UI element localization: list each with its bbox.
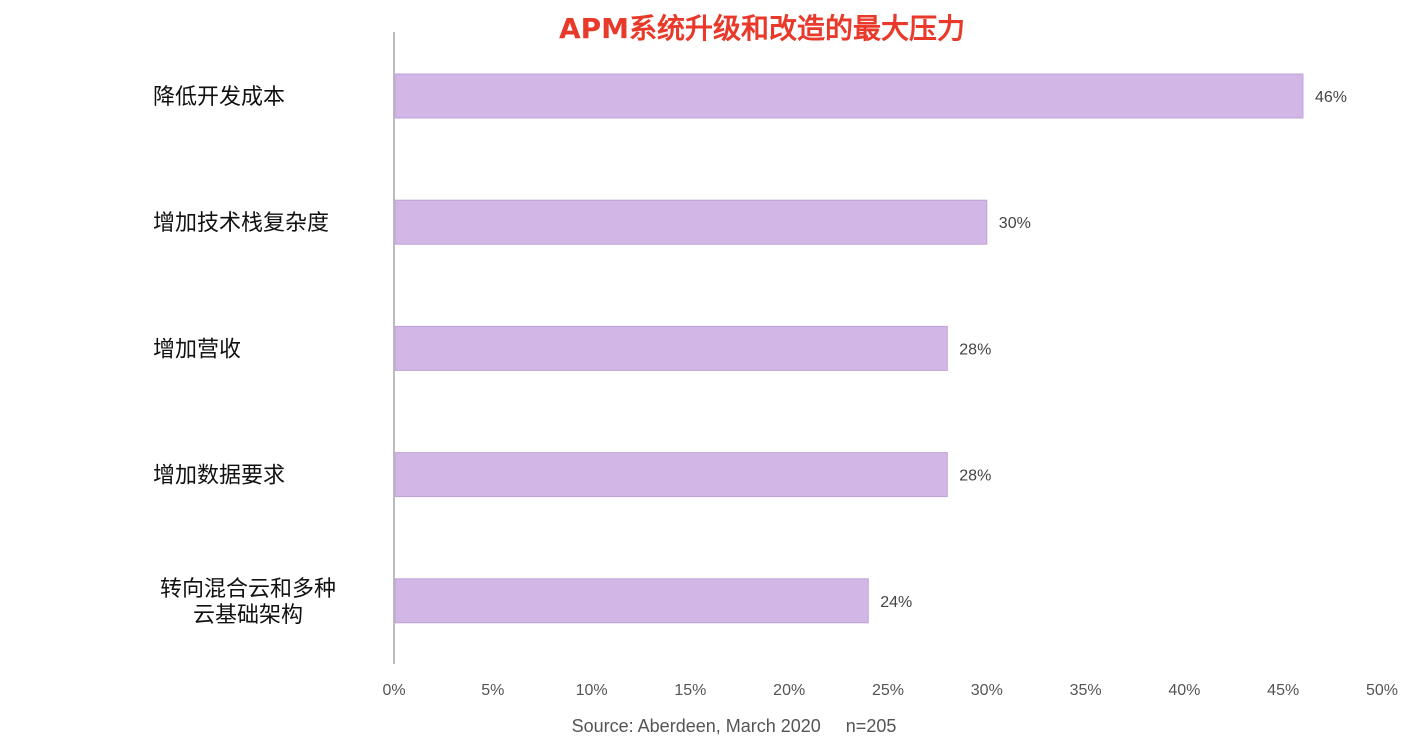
- bars-group: [394, 73, 1304, 624]
- x-tick-label-5: 25%: [872, 682, 904, 699]
- data-label-2: 28%: [959, 341, 991, 358]
- category-label-3: 增加数据要求: [153, 464, 285, 489]
- x-tick-label-0: 0%: [382, 682, 405, 699]
- chart-title: APM系统升级和改造的最大压力: [559, 12, 965, 45]
- category-label-4-line-0: 转向混合云和多种: [160, 577, 336, 602]
- data-label-1: 30%: [999, 215, 1031, 232]
- data-label-3: 28%: [959, 468, 991, 485]
- category-label-0: 降低开发成本: [153, 85, 285, 110]
- bar-2: [394, 325, 948, 371]
- x-tick-label-7: 35%: [1070, 682, 1102, 699]
- data-labels-group: 46% 30% 28% 28% 24%: [880, 89, 1347, 611]
- x-tick-label-9: 45%: [1267, 682, 1299, 699]
- source-note: Source: Aberdeen, March 2020 n=205: [572, 716, 897, 736]
- category-label-1: 增加技术栈复杂度: [153, 211, 329, 236]
- category-label-4-line-1: 云基础架构: [193, 603, 303, 628]
- x-tick-label-6: 30%: [971, 682, 1003, 699]
- bar-4: [394, 578, 869, 624]
- bar-0: [394, 73, 1304, 119]
- data-label-4: 24%: [880, 594, 912, 611]
- x-tick-label-3: 15%: [674, 682, 706, 699]
- x-tick-label-10: 50%: [1366, 682, 1398, 699]
- data-label-0: 46%: [1315, 89, 1347, 106]
- x-tick-labels-group: 0% 5% 10% 15% 20% 25% 30% 35% 40% 45% 50%: [382, 682, 1398, 699]
- bar-3: [394, 452, 948, 498]
- x-tick-label-4: 20%: [773, 682, 805, 699]
- bar-1: [394, 199, 988, 245]
- x-tick-label-2: 10%: [576, 682, 608, 699]
- category-label-2: 增加营收: [153, 337, 241, 362]
- x-tick-label-8: 40%: [1168, 682, 1200, 699]
- x-tick-label-1: 5%: [481, 682, 504, 699]
